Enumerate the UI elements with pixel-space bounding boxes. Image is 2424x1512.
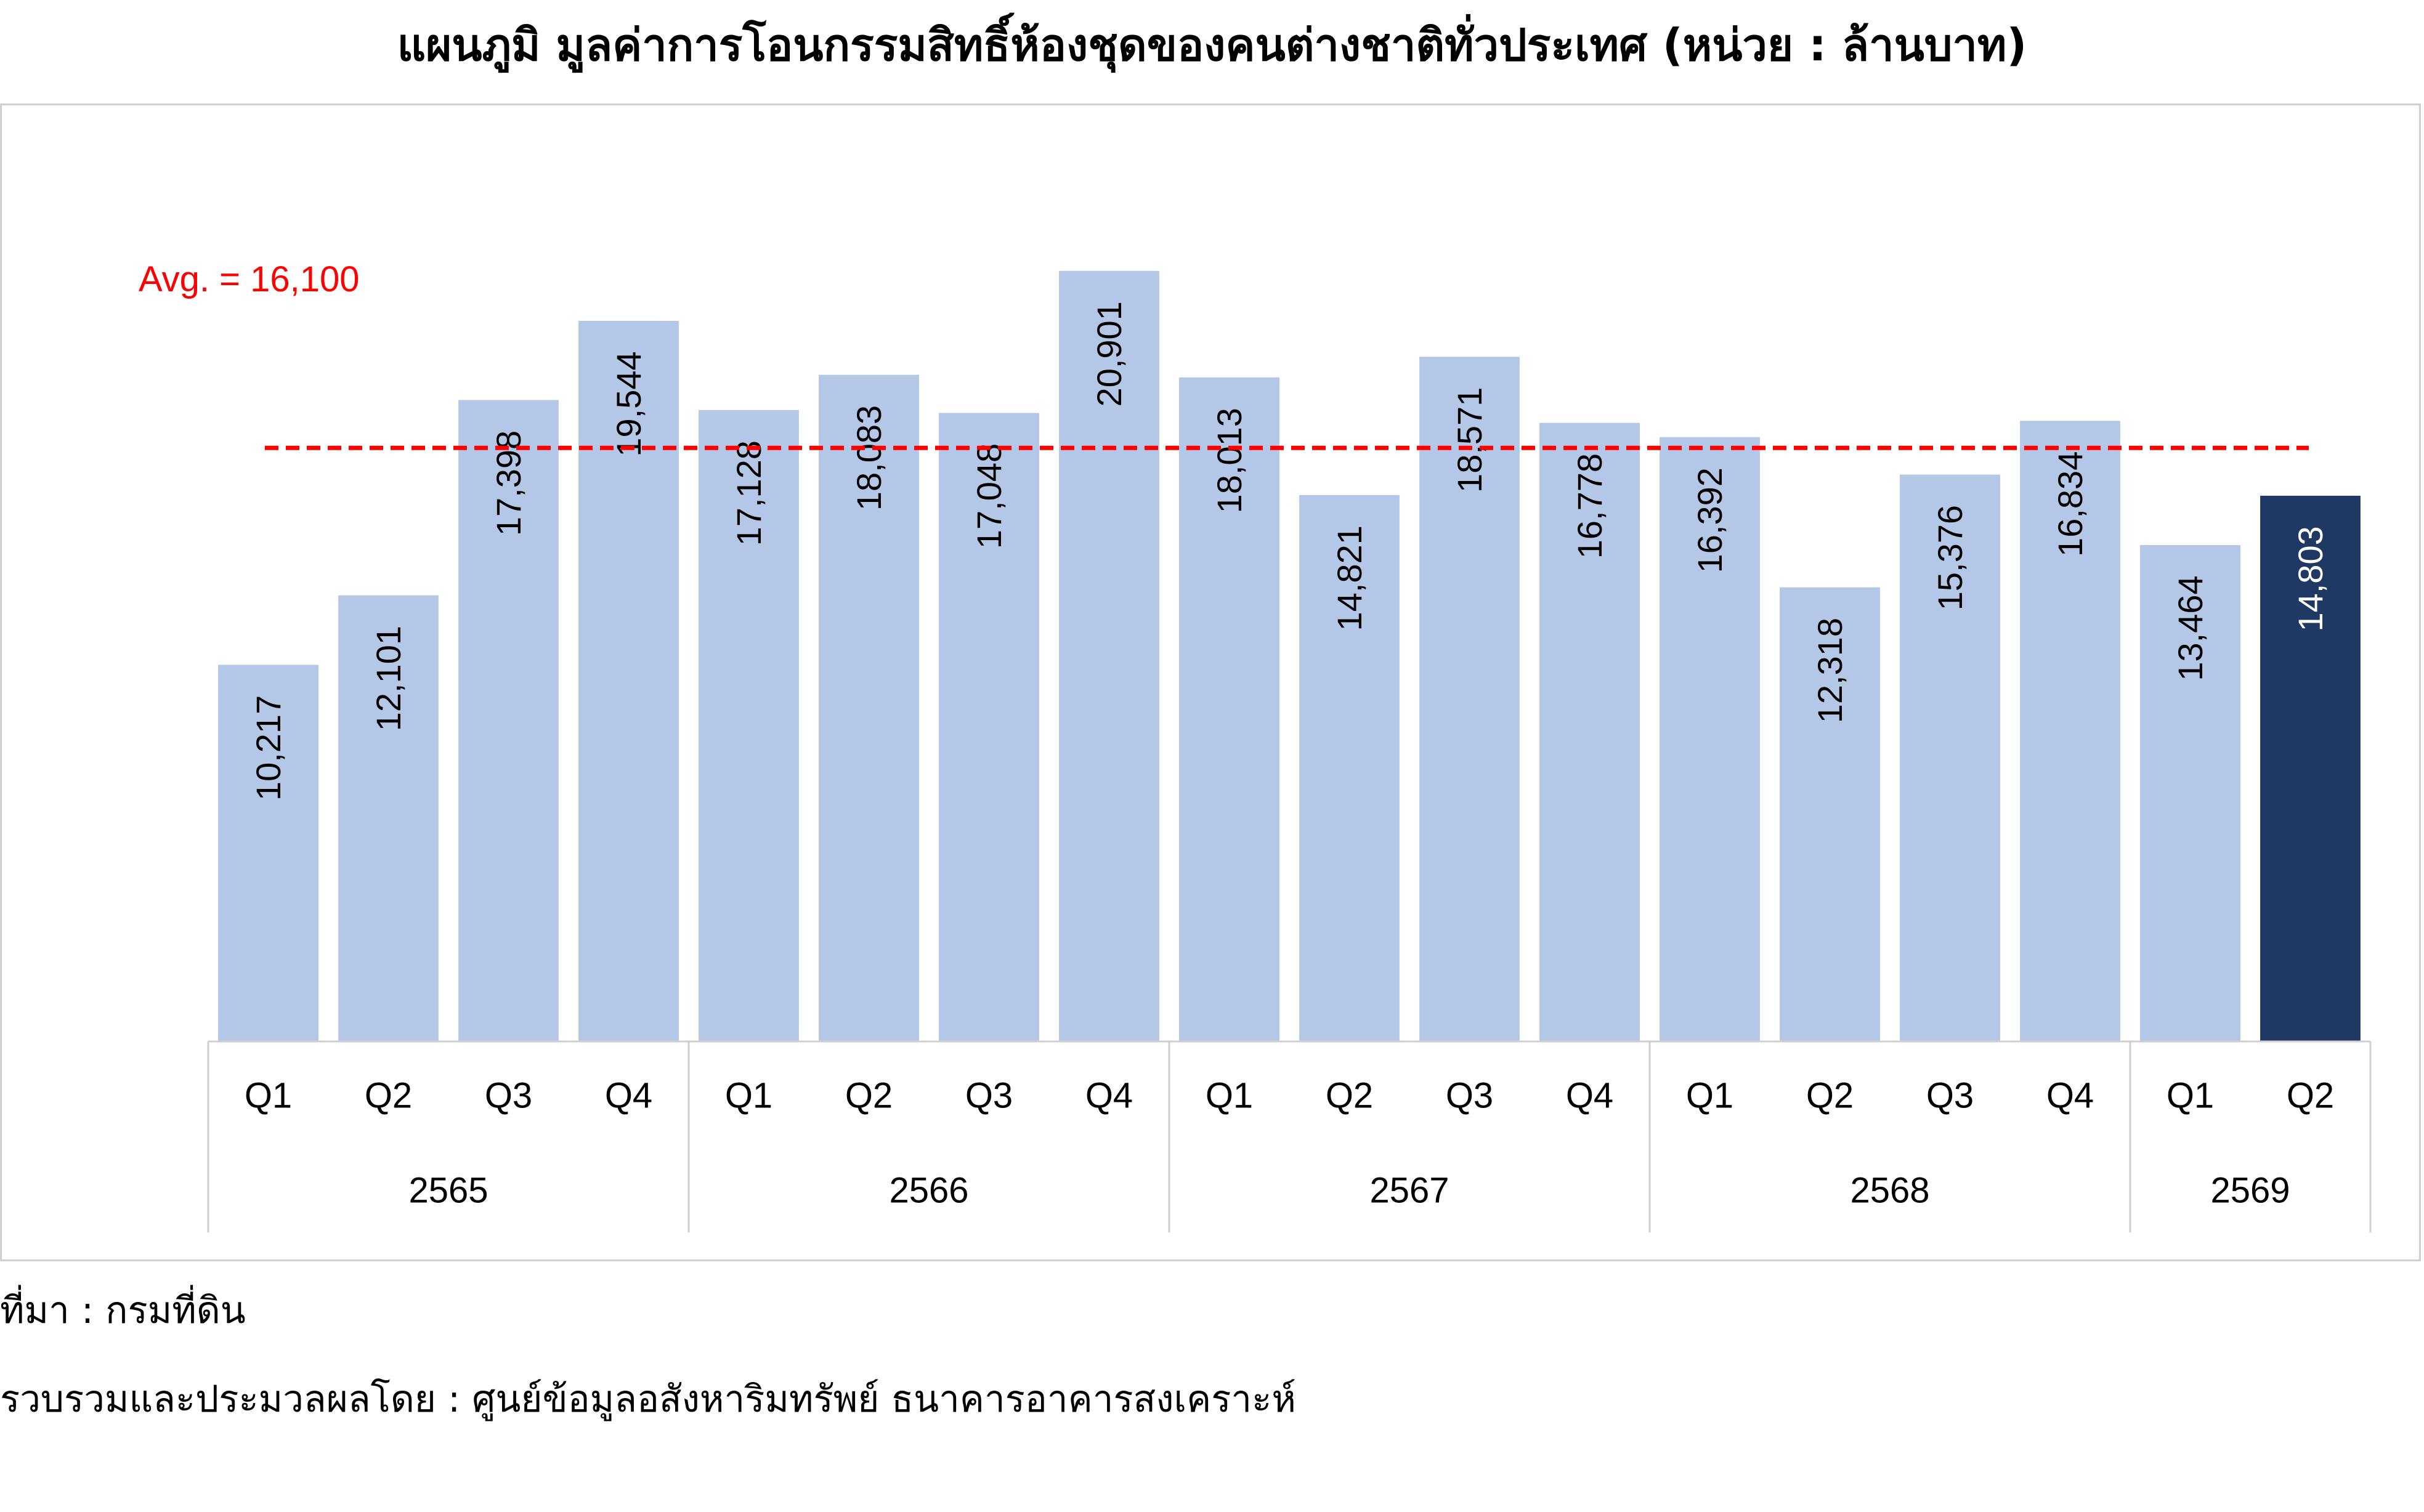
bar-value-label: 12,101 (369, 626, 408, 731)
x-tick-label: Q2 (1806, 1076, 1854, 1116)
bar-value-label: 20,901 (1090, 301, 1129, 406)
bar-value-label: 15,376 (1931, 505, 1969, 610)
x-tick-label: Q2 (365, 1076, 412, 1116)
bar (1419, 357, 1520, 1041)
bar-value-label: 16,834 (2051, 451, 2090, 557)
x-tick-label: Q1 (1206, 1076, 1253, 1116)
bar (1660, 437, 1760, 1041)
bar (939, 413, 1039, 1041)
bar-value-label: 17,128 (729, 440, 768, 546)
x-tick-label: Q3 (485, 1076, 532, 1116)
bar-value-label: 10,217 (249, 695, 288, 801)
x-group-label: 2565 (408, 1171, 488, 1211)
bar-value-label: 13,464 (2171, 575, 2210, 681)
chart-area: 10,217 12,101 17,398 19,544 17,128 18,083 17,0… (0, 103, 2421, 1261)
bar (1299, 495, 1400, 1041)
bar (458, 400, 559, 1041)
source-note: ที่มา : กรมที่ดิน (0, 1289, 246, 1332)
x-tick-label: Q1 (2167, 1076, 2214, 1116)
chart-title: แผนภูมิ มูลค่าการโอนกรรมสิทธิ์ห้องชุดของ… (397, 19, 2027, 71)
bar-value-label: 18,571 (1450, 387, 1489, 493)
x-tick-label: Q3 (965, 1076, 1013, 1116)
bar (2260, 495, 2361, 1041)
bar (1539, 422, 1640, 1041)
bar (1059, 270, 1159, 1041)
bar (819, 374, 919, 1041)
bar (218, 665, 318, 1041)
x-tick-label: Q4 (605, 1076, 652, 1116)
x-tick-label: Q3 (1446, 1076, 1493, 1116)
bar-value-label: 14,821 (1330, 525, 1369, 631)
x-tick-label: Q4 (2046, 1076, 2094, 1116)
x-group-label: 2569 (2210, 1171, 2290, 1211)
bar (1900, 474, 2000, 1041)
bar (1780, 587, 1880, 1041)
bar-value-label: 18,083 (849, 405, 888, 511)
x-tick-label: Q2 (845, 1076, 893, 1116)
bar-value-label: 14,803 (2291, 526, 2330, 631)
bar (2020, 421, 2120, 1041)
x-tick-label: Q2 (1326, 1076, 1373, 1116)
bar-value-label: 19,544 (609, 351, 648, 456)
x-tick-label: Q2 (2287, 1076, 2334, 1116)
x-tick-label: Q1 (245, 1076, 292, 1116)
bar-value-label: 17,048 (970, 443, 1008, 549)
x-group-label: 2567 (1369, 1171, 1449, 1211)
bar (338, 595, 439, 1041)
bar-value-label: 18,013 (1210, 408, 1249, 513)
bar-value-label: 16,778 (1570, 453, 1609, 559)
average-label: Avg. = 16,100 (139, 259, 360, 299)
x-tick-label: Q3 (1926, 1076, 1974, 1116)
compiled-by-note: รวบรวมและประมวลผลโดย : ศูนย์ข้อมูลอสังหา… (0, 1378, 1296, 1421)
bar-value-label: 16,392 (1690, 467, 1729, 573)
x-tick-label: Q1 (1686, 1076, 1733, 1116)
bar (2140, 545, 2240, 1041)
x-tick-label: Q4 (1085, 1076, 1133, 1116)
x-group-label: 2566 (889, 1171, 968, 1211)
bar (1179, 377, 1279, 1042)
bar-value-label: 12,318 (1810, 618, 1849, 723)
bar (578, 321, 679, 1041)
x-tick-label: Q4 (1566, 1076, 1613, 1116)
x-tick-label: Q1 (725, 1076, 772, 1116)
bar (699, 410, 799, 1042)
x-group-label: 2568 (1850, 1171, 1929, 1211)
